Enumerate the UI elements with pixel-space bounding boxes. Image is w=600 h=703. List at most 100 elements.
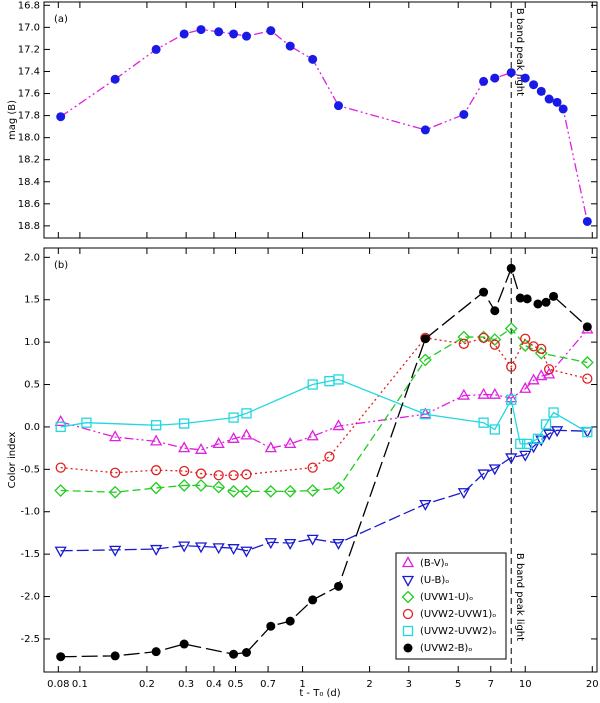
marker	[212, 437, 225, 449]
marker	[54, 415, 67, 426]
marker	[528, 341, 539, 352]
marker	[477, 387, 490, 399]
plot-frame	[43, 247, 598, 673]
marker	[264, 484, 278, 498]
legend-marker	[403, 643, 413, 653]
marker	[490, 306, 500, 316]
legend-label: (UVW2-UVW1)ₒ	[420, 609, 496, 620]
marker	[582, 426, 593, 438]
marker	[506, 394, 517, 405]
marker	[535, 435, 548, 447]
marker	[227, 431, 240, 443]
marker	[550, 426, 564, 438]
series-line	[60, 327, 588, 493]
marker	[478, 332, 489, 344]
marker	[457, 330, 471, 344]
legend-box	[395, 552, 507, 660]
marker	[55, 421, 66, 433]
marker	[81, 417, 92, 428]
marker	[213, 470, 224, 481]
y-tick-label: 2.0	[24, 252, 40, 263]
y-axis-label: Color index	[7, 432, 18, 489]
marker	[307, 462, 318, 473]
legend-marker	[402, 625, 414, 637]
x-tick-label: 0.1	[72, 679, 88, 690]
marker	[194, 542, 208, 554]
marker	[178, 541, 191, 553]
marker	[240, 484, 253, 498]
marker	[541, 297, 551, 307]
marker	[536, 86, 546, 96]
x-tick-label: 1	[299, 679, 305, 690]
marker	[478, 417, 489, 428]
marker	[150, 420, 162, 431]
marker	[520, 73, 530, 83]
marker	[284, 437, 297, 449]
y-tick-label: 18.4	[18, 177, 40, 188]
marker	[241, 647, 251, 657]
marker	[306, 484, 320, 497]
y-tick-label: 17.8	[18, 111, 40, 122]
series-line	[60, 337, 588, 476]
marker	[150, 434, 163, 446]
marker	[479, 287, 489, 297]
marker	[558, 104, 568, 114]
marker	[522, 438, 533, 450]
marker	[240, 546, 253, 558]
marker	[332, 481, 345, 495]
marker	[334, 101, 344, 111]
marker	[109, 467, 121, 478]
marker	[264, 538, 277, 550]
series-line	[60, 378, 588, 445]
x-tick-label: 0.4	[206, 679, 222, 690]
marker	[457, 488, 470, 500]
x-tick-label: 3	[406, 679, 412, 690]
y-tick-label: 17.6	[18, 89, 40, 100]
x-tick-label: 0.08	[47, 679, 69, 690]
marker	[307, 379, 318, 390]
marker	[582, 373, 593, 384]
marker	[212, 543, 225, 555]
x-tick-label: 0.7	[260, 679, 276, 690]
legend-marker	[401, 575, 415, 587]
marker	[334, 581, 344, 591]
marker	[264, 441, 277, 453]
x-tick-label: 7	[488, 679, 494, 690]
marker	[283, 484, 297, 498]
marker	[420, 334, 430, 344]
marker	[520, 333, 531, 344]
legend-marker	[402, 608, 414, 620]
marker	[333, 374, 344, 385]
marker	[515, 293, 525, 303]
marker	[506, 263, 516, 273]
y-tick-label: -2.5	[20, 634, 40, 645]
marker	[110, 651, 120, 661]
marker	[56, 652, 66, 662]
x-tick-label: 2	[366, 679, 372, 690]
x-tick-label: 0.3	[178, 679, 194, 690]
annotation: B band peak light	[514, 8, 525, 96]
marker	[285, 41, 295, 51]
marker	[548, 407, 559, 418]
legend-label: (U-B)ₒ	[420, 575, 449, 586]
marker	[108, 485, 122, 499]
marker	[56, 112, 66, 122]
legend-marker	[401, 556, 415, 568]
series-line	[60, 28, 588, 222]
marker	[179, 418, 190, 429]
marker	[535, 369, 548, 381]
marker	[419, 499, 432, 511]
marker	[150, 465, 162, 476]
marker	[241, 31, 251, 41]
y-tick-label: 1.0	[24, 337, 40, 348]
marker	[308, 595, 318, 605]
y-tick-label: 1.5	[24, 295, 40, 306]
marker	[552, 97, 562, 107]
marker	[519, 381, 532, 393]
marker	[506, 361, 517, 372]
x-tick-label: 0.2	[139, 679, 155, 690]
marker	[241, 408, 252, 419]
marker	[549, 291, 559, 301]
x-tick-label: 5	[455, 679, 461, 690]
x-tick-label: 0.5	[228, 679, 244, 690]
